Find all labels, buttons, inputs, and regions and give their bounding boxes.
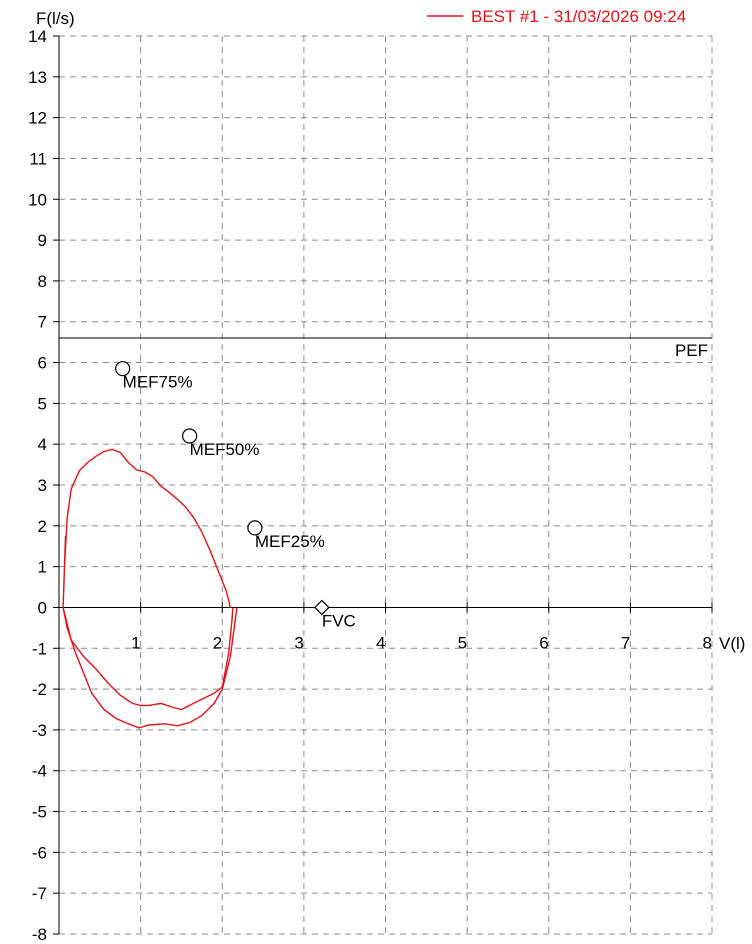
x-tick-label: 5 [458,633,467,652]
x-tick-label: 2 [213,633,222,652]
x-tick-label: 3 [294,633,303,652]
fvc-label: FVC [322,611,356,630]
pef-label: PEF [675,341,708,360]
x-tick-label: 6 [539,633,548,652]
mef50-label: MEF50% [190,440,260,459]
reference-lines: PEF [59,337,712,360]
y-tick-label: 10 [28,190,47,209]
y-tick-label: -1 [32,639,47,658]
mef75-label: MEF75% [123,373,193,392]
y-tick-label: 8 [38,272,47,291]
y-tick-label: -3 [32,721,47,740]
flow-volume-curves [62,448,238,729]
markers: MEF75% MEF50% MEF25% FVC [115,361,356,630]
y-tick-label: -8 [32,925,47,944]
y-tick-label: -7 [32,884,47,903]
y-tick-label: -5 [32,803,47,822]
y-tick-label: 1 [38,558,47,577]
y-tick-label: 14 [28,27,47,46]
y-tick-label: -2 [32,680,47,699]
fvc-marker [313,599,330,616]
y-tick-label: 5 [38,394,47,413]
mef25-marker [247,520,263,536]
x-tick-label: 8 [703,633,712,652]
y-tick-label: 3 [38,476,47,495]
grid-lines [59,35,713,935]
expiration-curve [62,448,232,608]
legend: BEST #1 - 31/03/2026 09:24 [427,7,686,26]
y-tick-label: 13 [28,68,47,87]
y-tick-label: 6 [38,354,47,373]
mef75-marker [115,361,131,377]
y-tick-label: 12 [28,109,47,128]
y-tick-label: 0 [38,598,47,617]
y-tick-label: -6 [32,843,47,862]
y-tick-label: 4 [38,435,47,454]
x-tick-label: 7 [621,633,630,652]
y-tick-label: -4 [32,762,47,781]
y-tick-label: 11 [29,149,47,168]
y-axis-label: F(l/s) [36,9,75,28]
inspiration-curve-outer [62,607,238,729]
mef50-marker [182,428,198,444]
mef25-label: MEF25% [255,532,325,551]
y-tick-label: 9 [38,231,47,250]
x-tick-label: 1 [131,633,140,652]
y-tick-label: 2 [38,517,47,536]
x-axis-label: V(l) [719,634,745,653]
inspiration-curve-inner [62,607,234,711]
y-tick-label: 7 [38,313,47,332]
axes: 1 2 3 4 5 6 7 814131211109876543210-1-2-3-4-5-6… [28,27,713,944]
x-tick-label: 4 [376,633,385,652]
legend-entry-label: BEST #1 - 31/03/2026 09:24 [471,7,686,26]
